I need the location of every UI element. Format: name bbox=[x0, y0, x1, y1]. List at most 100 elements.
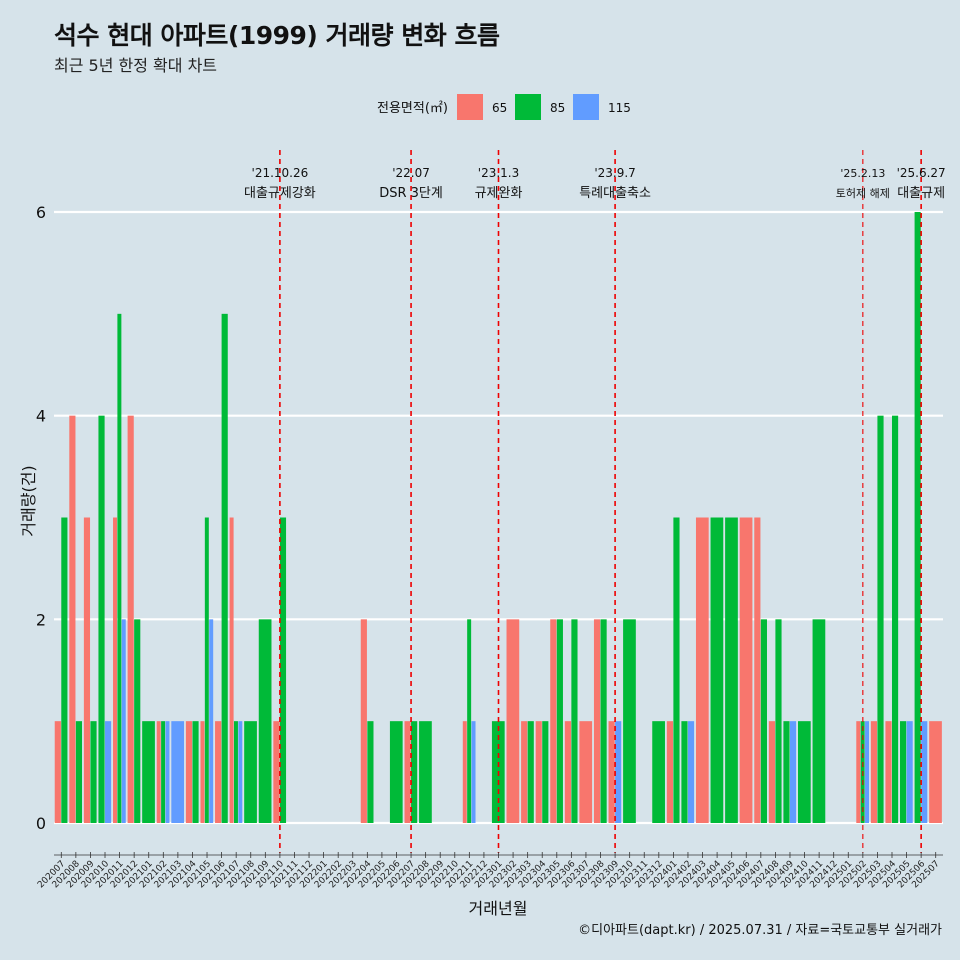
legend-label: 65 bbox=[492, 101, 507, 115]
bar bbox=[244, 721, 257, 823]
bar bbox=[90, 721, 97, 823]
bar bbox=[215, 721, 222, 823]
bar bbox=[105, 721, 112, 823]
bar bbox=[666, 721, 673, 823]
bar bbox=[462, 721, 467, 823]
bar bbox=[506, 619, 520, 823]
bar bbox=[165, 721, 170, 823]
bar bbox=[579, 721, 593, 823]
bar bbox=[673, 517, 680, 823]
legend: 전용면적(㎡) 65 85 115 bbox=[377, 94, 631, 120]
bar bbox=[404, 721, 411, 823]
bar bbox=[870, 721, 878, 823]
bar bbox=[754, 517, 761, 823]
event-date: '23.9.7 bbox=[594, 166, 635, 180]
bar bbox=[69, 415, 76, 823]
legend-label: 115 bbox=[608, 101, 631, 115]
bar bbox=[142, 721, 155, 823]
x-axis: 2020072020082020092020102020112020122021… bbox=[36, 852, 943, 890]
bar bbox=[134, 619, 141, 823]
bar bbox=[789, 721, 797, 823]
bar bbox=[900, 721, 907, 823]
bar bbox=[571, 619, 578, 823]
event-date: '25.6.27 bbox=[897, 166, 946, 180]
bar bbox=[608, 721, 615, 823]
bar bbox=[204, 517, 209, 823]
bar bbox=[797, 721, 811, 823]
bar bbox=[200, 721, 205, 823]
bar bbox=[768, 721, 776, 823]
bar bbox=[600, 619, 607, 823]
bar bbox=[98, 415, 105, 823]
bar bbox=[221, 313, 228, 823]
bar bbox=[725, 517, 738, 823]
bar bbox=[556, 619, 563, 823]
bar bbox=[233, 721, 238, 823]
event-label: 토허제 해제 bbox=[836, 186, 890, 200]
y-tick-label: 4 bbox=[36, 407, 46, 426]
bar bbox=[471, 721, 476, 823]
event-label: 대출규제강화 bbox=[244, 186, 316, 201]
bar bbox=[535, 721, 542, 823]
bar bbox=[623, 619, 636, 823]
y-axis-label: 거래량(건) bbox=[19, 465, 38, 536]
event-label: 대출규제 bbox=[897, 186, 945, 201]
bar bbox=[127, 415, 134, 823]
y-tick-label: 0 bbox=[36, 814, 46, 833]
bar bbox=[161, 721, 166, 823]
bar bbox=[929, 721, 942, 823]
bar bbox=[593, 619, 601, 823]
bar bbox=[258, 619, 272, 823]
bar bbox=[279, 517, 287, 823]
bar bbox=[652, 721, 665, 823]
legend-swatch bbox=[457, 94, 483, 120]
chart-subtitle: 최근 5년 한정 확대 차트 bbox=[54, 56, 218, 75]
bar bbox=[238, 721, 243, 823]
bar bbox=[156, 721, 161, 823]
event-date: '22.07 bbox=[392, 166, 430, 180]
legend-label: 85 bbox=[550, 101, 565, 115]
bar bbox=[885, 721, 892, 823]
bar bbox=[185, 721, 193, 823]
y-tick-label: 2 bbox=[36, 610, 46, 629]
y-axis: 0 2 4 6 bbox=[36, 203, 46, 833]
event-lines: '21.10.26 대출규제강화 '22.07 DSR 3단계 '23.1.3 규제완화 '… bbox=[244, 150, 946, 853]
event-label: DSR 3단계 bbox=[379, 186, 443, 201]
bar bbox=[419, 721, 432, 823]
bar bbox=[775, 619, 782, 823]
bars bbox=[54, 212, 942, 823]
source-caption: ©디아파트(dapt.kr) / 2025.07.31 / 자료=국토교통부 실… bbox=[578, 923, 942, 938]
bar bbox=[411, 721, 418, 823]
bar bbox=[117, 313, 122, 823]
bar bbox=[891, 415, 899, 823]
bar bbox=[739, 517, 753, 823]
chart-title: 석수 현대 아파트(1999) 거래량 변화 흐름 bbox=[54, 21, 500, 50]
bar bbox=[209, 619, 214, 823]
bar bbox=[615, 721, 622, 823]
bar bbox=[83, 517, 91, 823]
bar bbox=[710, 517, 724, 823]
bar bbox=[61, 517, 68, 823]
bar bbox=[542, 721, 549, 823]
bar bbox=[467, 619, 472, 823]
bar bbox=[687, 721, 695, 823]
bar bbox=[906, 721, 913, 823]
bar bbox=[527, 721, 534, 823]
bar bbox=[856, 721, 861, 823]
event-date: '21.10.26 bbox=[252, 166, 309, 180]
bar bbox=[171, 721, 185, 823]
bar bbox=[681, 721, 688, 823]
event-label: 규제완화 bbox=[475, 186, 523, 201]
y-tick-label: 6 bbox=[36, 203, 46, 222]
bar bbox=[865, 721, 870, 823]
legend-swatch bbox=[573, 94, 599, 120]
bar bbox=[921, 721, 928, 823]
bar bbox=[273, 721, 280, 823]
event-label: 특례대출축소 bbox=[579, 186, 651, 201]
bar bbox=[550, 619, 557, 823]
bar bbox=[812, 619, 826, 823]
bar bbox=[75, 721, 83, 823]
bar bbox=[367, 721, 374, 823]
x-axis-label: 거래년월 bbox=[469, 899, 528, 918]
